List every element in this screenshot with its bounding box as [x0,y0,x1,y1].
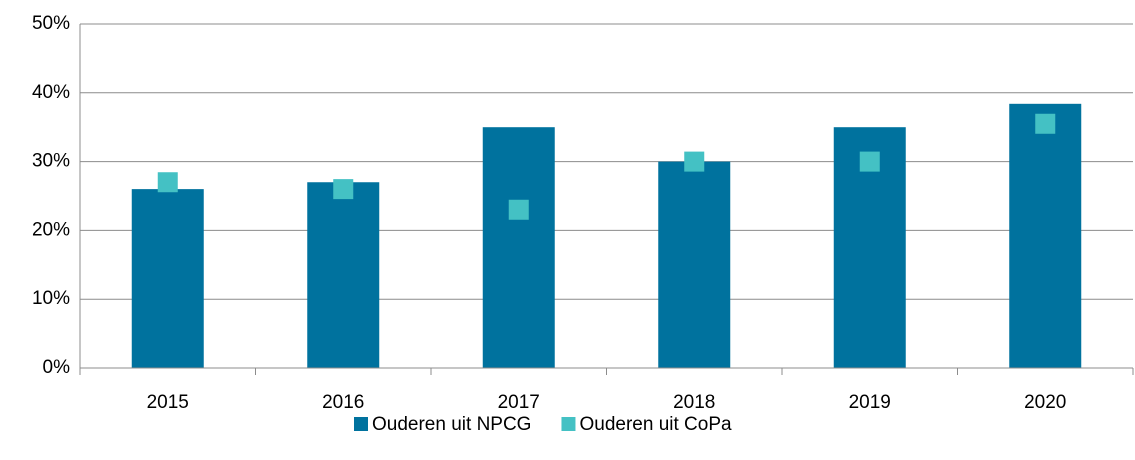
x-tick-label: 2017 [498,392,540,413]
y-tick-label: 20% [32,219,70,240]
marker [333,179,354,200]
legend: Ouderen uit NPCG Ouderen uit CoPa [354,414,732,435]
y-tick-label: 10% [32,288,70,309]
x-tick-label: 2019 [849,392,891,413]
bar [482,127,555,368]
legend-swatch [561,417,576,431]
legend-label: Ouderen uit CoPa [579,414,732,435]
y-tick-label: 40% [32,82,70,103]
bar [1009,103,1082,369]
marker [508,199,529,220]
bar [131,189,204,368]
legend-label: Ouderen uit NPCG [372,414,531,435]
y-tick-label: 30% [32,151,70,172]
x-tick-label: 2018 [673,392,715,413]
bar [658,161,731,368]
x-tick-label: 2016 [322,392,364,413]
marker [157,172,178,193]
y-tick-label: 0% [43,357,71,378]
legend-swatch [354,417,368,431]
marker [684,151,705,172]
marker [1035,113,1056,134]
bar [307,182,380,368]
x-tick-label: 2015 [147,392,189,413]
y-tick-label: 50% [32,13,70,34]
x-tick-label: 2020 [1024,392,1066,413]
marker [859,151,880,172]
